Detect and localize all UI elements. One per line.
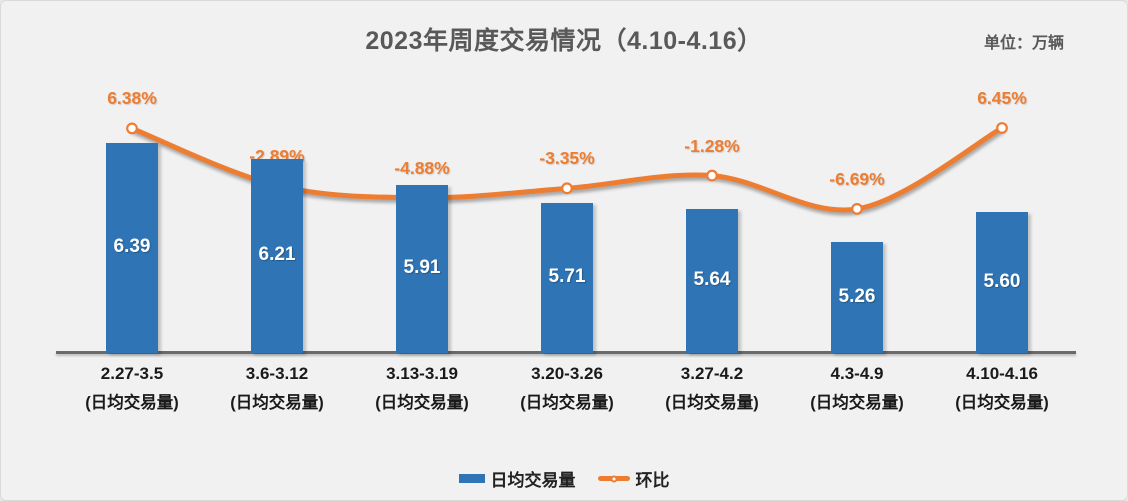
bar-value-label: 5.60 bbox=[983, 270, 1021, 292]
category-sublabel: (日均交易量) bbox=[520, 394, 614, 412]
category-label: 3.20-3.26 bbox=[531, 364, 603, 383]
line-legend-swatch-icon bbox=[597, 475, 630, 482]
line-point-label: 6.45% bbox=[977, 87, 1027, 108]
legend-line-label: 环比 bbox=[635, 471, 670, 490]
bar-daily-volume: 5.64 bbox=[686, 208, 738, 353]
line-marker-icon bbox=[706, 169, 718, 182]
legend-item-bar: 日均交易量 bbox=[458, 466, 576, 491]
category-sublabel: (日均交易量) bbox=[810, 394, 904, 412]
bar-value-label: 5.71 bbox=[548, 265, 586, 287]
line-point-label: -6.69% bbox=[829, 168, 885, 189]
bar-value-label: 6.21 bbox=[258, 243, 296, 265]
line-point-label: -3.35% bbox=[539, 148, 595, 169]
line-point-label: -4.88% bbox=[394, 157, 450, 178]
bar-daily-volume: 6.39 bbox=[106, 142, 158, 353]
category-sublabel: (日均交易量) bbox=[665, 394, 759, 412]
bar-daily-volume: 5.71 bbox=[541, 202, 593, 353]
legend-item-line: 环比 bbox=[597, 466, 670, 491]
category-label: 3.13-3.19 bbox=[386, 364, 458, 383]
bar-daily-volume: 5.60 bbox=[976, 212, 1028, 353]
legend: 日均交易量 环比 bbox=[1, 466, 1127, 491]
line-point-label: 6.38% bbox=[107, 88, 157, 109]
category-label: 4.3-4.9 bbox=[830, 364, 884, 383]
bar-daily-volume: 5.26 bbox=[831, 242, 883, 353]
chart-title: 2023年周度交易情况（4.10-4.16） bbox=[365, 27, 763, 55]
line-marker-icon bbox=[996, 122, 1008, 134]
category-sublabel: (日均交易量) bbox=[85, 394, 179, 412]
line-marker-icon bbox=[126, 122, 138, 135]
bar-value-label: 5.91 bbox=[403, 257, 441, 279]
bar-value-label: 5.64 bbox=[693, 268, 731, 290]
bar-daily-volume: 6.21 bbox=[251, 158, 303, 353]
bar-daily-volume: 5.91 bbox=[396, 185, 448, 353]
bar-value-label: 6.39 bbox=[113, 235, 151, 257]
line-marker-icon bbox=[851, 203, 863, 215]
line-point-label: -1.28% bbox=[684, 135, 740, 156]
category-label: 4.10-4.16 bbox=[966, 364, 1038, 383]
bar-value-label: 5.26 bbox=[838, 285, 876, 307]
category-sublabel: (日均交易量) bbox=[230, 394, 324, 412]
category-label: 3.6-3.12 bbox=[245, 364, 309, 383]
line-marker-icon bbox=[561, 182, 573, 195]
unit-label: 单位：万辆 bbox=[983, 35, 1064, 52]
category-label: 2.27-3.5 bbox=[100, 364, 164, 383]
line-legend-marker-icon bbox=[610, 475, 617, 482]
category-sublabel: (日均交易量) bbox=[955, 394, 1049, 412]
category-label: 3.27-4.2 bbox=[680, 364, 744, 383]
legend-bar-label: 日均交易量 bbox=[490, 471, 576, 490]
bar-legend-swatch-icon bbox=[458, 474, 485, 483]
category-sublabel: (日均交易量) bbox=[375, 394, 469, 412]
